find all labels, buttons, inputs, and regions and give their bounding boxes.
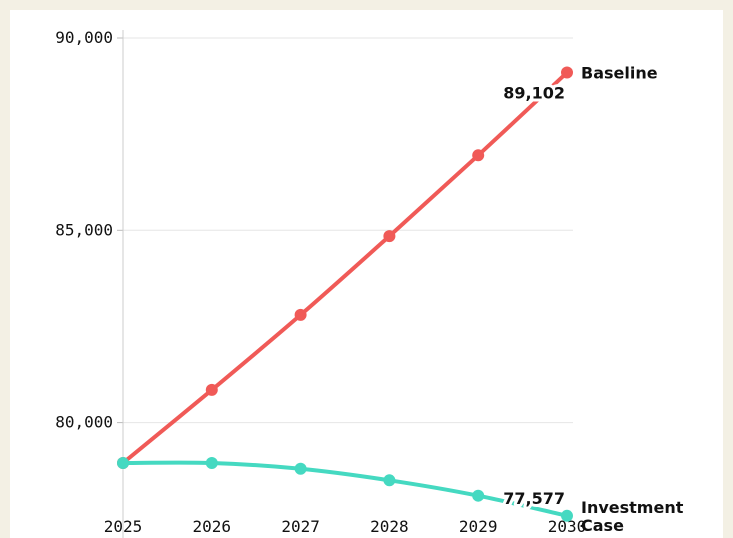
data-point-baseline — [472, 149, 485, 162]
series-name-label-investment-case: Case — [581, 516, 624, 535]
end-value-label-investment-case: 77,577 — [503, 489, 565, 508]
chart-card: 80,000 85,000 90,000 2025 2026 2027 2028 2029 20… — [10, 10, 723, 538]
data-point-investment-case — [205, 457, 218, 469]
data-point-baseline — [205, 383, 218, 396]
data-point-baseline — [383, 230, 396, 243]
data-point-investment-case — [294, 462, 307, 475]
end-value-label-baseline: 89,102 — [503, 84, 565, 103]
data-point-investment-case — [117, 457, 129, 469]
grid-lines — [123, 37, 573, 424]
data-point-investment-case — [472, 489, 485, 502]
series-line-baseline — [121, 70, 569, 465]
y-tick-label: 80,000 — [55, 413, 113, 432]
x-tick-label: 2028 — [370, 517, 409, 536]
end-value-halo: 89,102 — [503, 84, 565, 103]
series-lines — [117, 66, 573, 522]
data-point-baseline — [294, 308, 307, 321]
x-tick-label: 2025 — [104, 517, 143, 536]
data-point-investment-case — [383, 474, 396, 487]
x-tick-label: 2027 — [281, 517, 320, 536]
end-value-halo: 77,577 — [503, 489, 565, 508]
x-tick-label: 2026 — [193, 517, 232, 536]
data-point-baseline — [561, 66, 573, 79]
x-tick-label: 2030 — [548, 517, 587, 536]
line-chart: 80,000 85,000 90,000 2025 2026 2027 2028 2029 20… — [55, 28, 684, 538]
y-tick-label: 90,000 — [55, 28, 113, 47]
data-point-investment-case — [561, 509, 573, 522]
series-name-label-baseline: Baseline — [581, 64, 658, 83]
x-tick-label: 2029 — [459, 517, 498, 536]
series-name-label-investment-case: Investment — [581, 498, 684, 517]
axes: 80,000 85,000 90,000 2025 2026 2027 2028 2029 20… — [55, 28, 586, 538]
y-tick-label: 85,000 — [55, 220, 113, 239]
series-line-investment-case — [121, 460, 569, 518]
